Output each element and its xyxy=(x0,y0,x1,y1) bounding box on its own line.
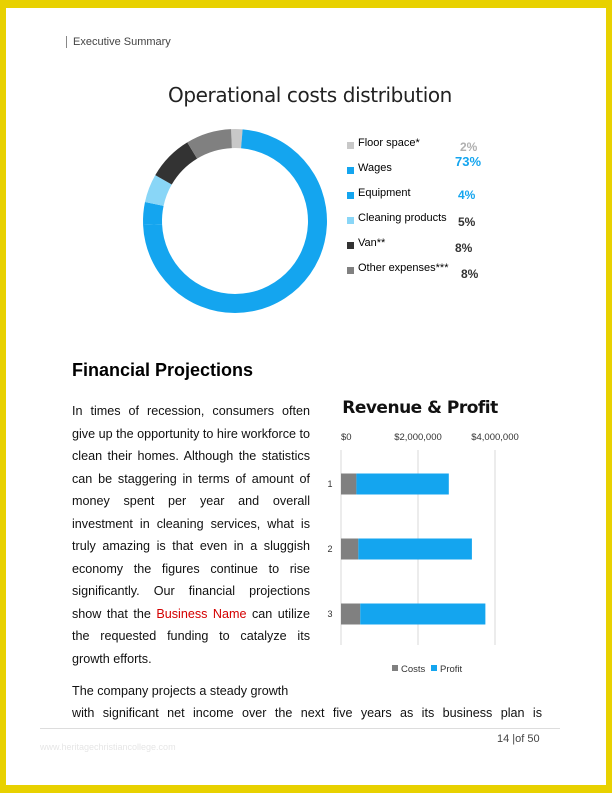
pie-slice-cleaning-products xyxy=(144,175,172,206)
legend-swatch xyxy=(347,217,354,224)
paragraph-2-line-1: The company projects a steady growth xyxy=(72,684,289,698)
bar-chart-title: Revenue & Profit xyxy=(342,398,498,418)
legend-label: Floor space* xyxy=(358,137,420,149)
pie-slice-floor-space xyxy=(231,129,243,149)
body-paragraph: In times of recession, consumers often g… xyxy=(72,400,310,670)
paragraph-text-end: can utilize the requested funding to cat… xyxy=(72,606,310,666)
legend-label: Costs xyxy=(401,664,426,675)
legend-percentage: 73% xyxy=(455,154,482,169)
legend-label: Equipment xyxy=(358,187,411,199)
bar-profit xyxy=(360,603,486,625)
x-tick-label: $2,000,000 xyxy=(394,432,442,443)
legend-label: Other expenses*** xyxy=(358,262,449,274)
legend-percentage: 5% xyxy=(458,215,476,229)
bar-costs xyxy=(341,538,359,560)
legend-percentage: 8% xyxy=(461,267,479,281)
legend-percentage: 8% xyxy=(455,241,473,255)
footer-divider xyxy=(40,728,560,729)
paragraph-2-line-2: with significant net income over the nex… xyxy=(72,706,542,720)
y-tick-label: 3 xyxy=(327,609,332,619)
pie-chart-title: Operational costs distribution xyxy=(168,83,452,107)
bar-costs xyxy=(341,603,361,625)
legend-label: Profit xyxy=(440,664,463,675)
business-name-link[interactable]: Business Name xyxy=(156,606,247,621)
legend-label: Cleaning products xyxy=(358,212,447,224)
x-tick-label: $0 xyxy=(341,432,352,443)
legend-label: Wages xyxy=(358,162,392,174)
legend-swatch xyxy=(392,665,398,671)
bar-costs xyxy=(341,473,357,495)
x-tick-label: $4,000,000 xyxy=(471,432,519,443)
pie-slice-equipment xyxy=(143,201,164,225)
legend-swatch xyxy=(347,192,354,199)
watermark: www.heritagechristiancollege.com xyxy=(40,742,176,752)
bar-profit xyxy=(356,473,449,495)
section-header: Executive Summary xyxy=(66,36,171,48)
pie-slice-other-expenses xyxy=(187,129,232,159)
page-number: 14 |of 50 xyxy=(497,733,540,745)
legend-swatch xyxy=(347,142,354,149)
legend-swatch xyxy=(347,167,354,174)
y-tick-label: 2 xyxy=(327,544,332,554)
bar-profit xyxy=(358,538,472,560)
section-heading: Financial Projections xyxy=(72,360,254,380)
y-tick-label: 1 xyxy=(327,479,332,489)
legend-percentage: 2% xyxy=(460,140,478,154)
legend-swatch xyxy=(347,242,354,249)
legend-percentage: 4% xyxy=(458,188,476,202)
pie-slice-van xyxy=(155,142,198,185)
legend-swatch xyxy=(431,665,437,671)
legend-swatch xyxy=(347,267,354,274)
paragraph-text: In times of recession, consumers often g… xyxy=(72,404,311,621)
legend-label: Van** xyxy=(358,237,386,249)
